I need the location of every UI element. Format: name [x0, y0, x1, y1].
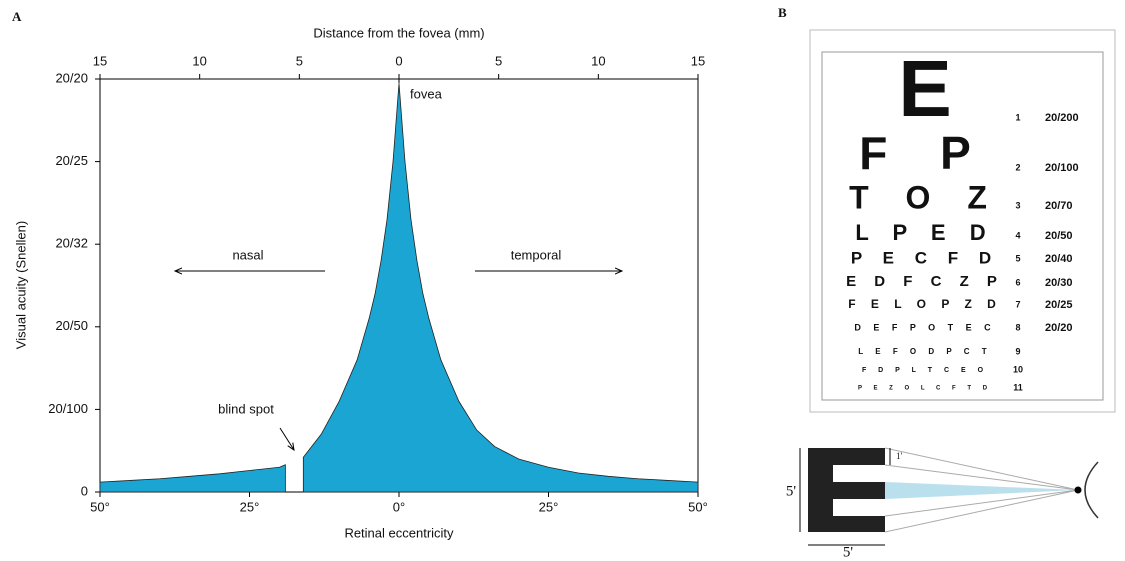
optotype-row: T O Z: [849, 179, 1001, 215]
acuity-label: 20/70: [1045, 200, 1073, 212]
line-number: 10: [1013, 364, 1023, 374]
x2-tick-label: 0: [395, 53, 402, 68]
dimension-label: 5': [843, 544, 854, 560]
visual-beam: [885, 482, 1078, 499]
annotation: nasal: [232, 247, 263, 262]
optotype-row: F P: [859, 127, 991, 179]
line-number: 1: [1015, 112, 1020, 122]
optotype-row: D E F P O T E C: [854, 322, 995, 332]
line-number: 2: [1015, 162, 1020, 172]
blind-spot-arrow: [279, 427, 294, 450]
optotype-row: L P E D: [855, 220, 994, 245]
y-tick-label: 0: [81, 483, 88, 498]
x-tick-label: 50°: [90, 499, 110, 514]
y-tick-label: 20/100: [48, 401, 88, 416]
optotype-row: F E L O P Z D: [848, 297, 1002, 311]
x-tick-label: 25°: [240, 499, 260, 514]
acuity-label: 20/100: [1045, 162, 1079, 174]
line-number: 9: [1015, 346, 1020, 356]
line-number: 8: [1015, 322, 1020, 332]
y-axis-title: Visual acuity (Snellen): [13, 221, 28, 349]
optotype-row: L E F O D P C T: [858, 347, 991, 356]
optotype-row: P E Z O L C F T D: [858, 386, 992, 392]
x2-tick-label: 15: [691, 53, 705, 68]
line-number: 5: [1015, 253, 1020, 263]
optotype-row: E: [898, 44, 951, 133]
x-axis-title: Retinal eccentricity: [344, 525, 454, 540]
x2-axis-title: Distance from the fovea (mm): [313, 25, 484, 40]
annotation: blind spot: [218, 401, 274, 416]
optotype-e: [808, 448, 885, 532]
acuity-label: 20/25: [1045, 299, 1073, 311]
y-tick-label: 20/20: [55, 70, 88, 85]
optotype-row: F D P L T C E O: [862, 367, 988, 374]
eye-pupil: [1074, 486, 1082, 494]
panel-label: B: [778, 5, 787, 20]
x2-tick-label: 5: [495, 53, 502, 68]
panel-label: A: [12, 9, 22, 24]
acuity-label: 20/30: [1045, 277, 1073, 289]
acuity-area: [99, 83, 699, 493]
optotype-row: E D F C Z P: [846, 273, 1004, 290]
acuity-label: 20/40: [1045, 253, 1073, 265]
x2-tick-label: 10: [192, 53, 206, 68]
x-tick-label: 0°: [393, 499, 405, 514]
line-number: 3: [1015, 200, 1020, 210]
x-tick-label: 25°: [539, 499, 559, 514]
y-tick-label: 20/32: [55, 236, 88, 251]
acuity-label: 20/50: [1045, 230, 1073, 242]
eye: [1084, 461, 1099, 519]
acuity-label: 20/20: [1045, 322, 1073, 334]
chart-inner: [821, 51, 1104, 401]
x2-tick-label: 10: [591, 53, 605, 68]
x2-tick-label: 5: [296, 53, 303, 68]
line-number: 6: [1015, 277, 1020, 287]
y-tick-label: 20/50: [55, 318, 88, 333]
optotype-row: P E C F D: [851, 248, 999, 267]
dimension-label: 5': [786, 483, 797, 499]
dimension-label: 1': [896, 451, 903, 461]
y-tick-label: 20/25: [55, 153, 88, 168]
line-number: 4: [1015, 230, 1020, 240]
acuity-label: 20/200: [1045, 112, 1079, 124]
e-diagram: [799, 447, 1099, 546]
x2-tick-label: 15: [93, 53, 107, 68]
annotation: temporal: [511, 247, 562, 262]
annotation: fovea: [410, 86, 443, 101]
x-tick-label: 50°: [688, 499, 708, 514]
line-number: 7: [1015, 299, 1020, 309]
line-number: 11: [1013, 382, 1023, 392]
